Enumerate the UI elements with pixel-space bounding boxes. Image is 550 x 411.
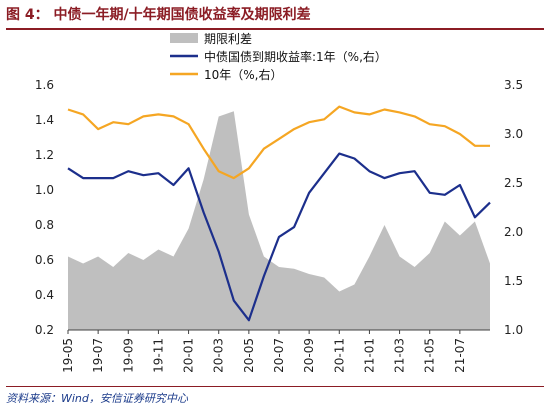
x-tick-label: 21-05 (423, 338, 437, 373)
x-tick-label: 20-03 (212, 338, 226, 373)
x-tick-label: 21-03 (393, 338, 407, 373)
axis-layer: 19-05 19-07 19-09 19-11 20-01 20-03 20-05 20-07… (35, 78, 523, 373)
series-area-spread (68, 111, 490, 330)
spread-area-layer (68, 111, 490, 330)
source-text: 资料来源：Wind，安信证券研究中心 (6, 392, 188, 405)
x-tick-label: 20-09 (302, 338, 316, 373)
series-line-10y (67, 105, 490, 180)
y-right-tick-label: 2.0 (504, 225, 523, 239)
legend-swatch-spread (170, 33, 198, 43)
figure-title: 图 4： 中债一年期/十年期国债收益率及期限利差 (6, 4, 544, 30)
x-tick-label: 20-11 (332, 338, 346, 373)
y-right-tick-label: 2.5 (504, 176, 523, 190)
y-right-tick-label: 3.5 (504, 78, 523, 92)
y-left-tick-label: 0.2 (35, 323, 54, 337)
series-line-1y (67, 152, 491, 322)
y-left-tick-label: 0.4 (35, 288, 54, 302)
legend-label: 期限利差 (204, 32, 252, 46)
y-right-tick-label: 3.0 (504, 127, 523, 141)
y-right-tick-label: 1.0 (504, 323, 523, 337)
x-tick-label: 20-01 (182, 338, 196, 373)
line-layer (67, 105, 491, 322)
x-tick-label: 19-09 (121, 338, 135, 373)
x-tick-label: 20-05 (242, 338, 256, 373)
source-note: 资料来源：Wind，安信证券研究中心 (6, 386, 544, 406)
y-left-tick-label: 1.0 (35, 183, 54, 197)
x-tick-label: 19-11 (151, 338, 165, 373)
y-left-tick-label: 1.2 (35, 148, 54, 162)
y-left-tick-label: 1.6 (35, 78, 54, 92)
legend-label: 中债国债到期收益率:1年（%,右） (204, 49, 387, 64)
legend-label: 10年（%,右） (204, 67, 283, 82)
x-tick-label: 19-07 (91, 338, 105, 373)
x-tick-label: 21-07 (453, 338, 467, 373)
x-tick-label: 19-05 (61, 338, 75, 373)
y-left-tick-label: 0.6 (35, 253, 54, 267)
y-left-tick-label: 0.8 (35, 218, 54, 232)
figure-title-text: 图 4： 中债一年期/十年期国债收益率及期限利差 (6, 7, 311, 23)
y-right-tick-label: 1.5 (504, 274, 523, 288)
chart: 19-05 19-07 19-09 19-11 20-01 20-03 20-05 20-07… (35, 32, 523, 373)
x-tick-label: 20-07 (272, 338, 286, 373)
y-left-tick-label: 1.4 (35, 113, 54, 127)
x-tick-label: 21-01 (362, 338, 376, 373)
